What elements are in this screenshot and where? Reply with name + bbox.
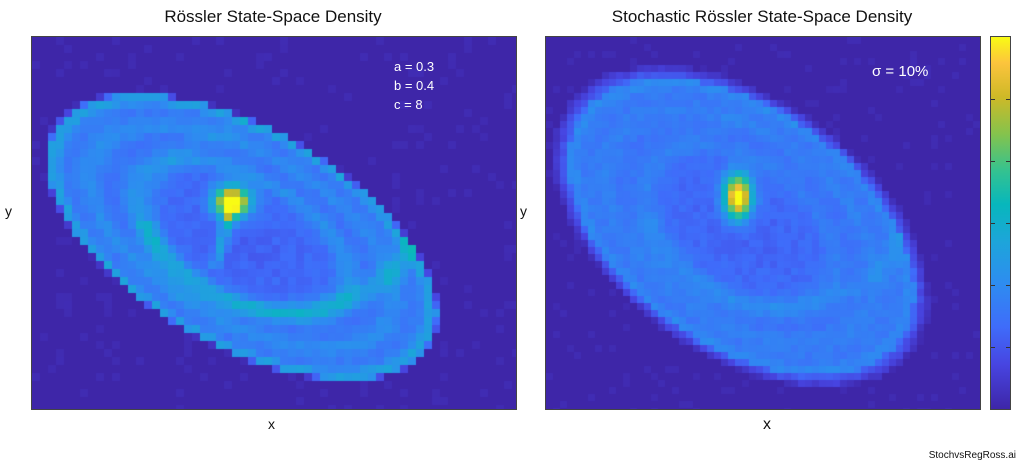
sigma-annotation: σ = 10% (872, 63, 929, 80)
right-x-axis-label: x (763, 416, 771, 433)
left-density-heatmap (32, 37, 516, 409)
colorbar-tick (1006, 99, 1010, 100)
file-credit: StochvsRegRoss.ai (928, 450, 1016, 461)
colorbar-tick (991, 285, 995, 286)
param-c: c = 8 (394, 97, 423, 112)
right-y-axis-label: y (520, 203, 527, 219)
left-x-axis-label: x (268, 416, 275, 432)
colorbar-tick (1006, 223, 1010, 224)
colorbar-tick (991, 347, 995, 348)
colorbar-tick (991, 161, 995, 162)
parameter-annotations: a = 0.3 b = 0.4 c = 8 (394, 57, 434, 114)
colorbar-tick (991, 99, 995, 100)
colorbar-tick (1006, 347, 1010, 348)
right-density-heatmap (546, 37, 980, 409)
right-chart-title: Stochastic Rössler State-Space Density (611, 7, 913, 26)
param-b: b = 0.4 (394, 78, 435, 93)
colorbar-tick (1006, 161, 1010, 162)
left-chart-title: Rössler State-Space Density (164, 7, 382, 26)
left-y-axis-label: y (5, 203, 12, 219)
right-density-plot: σ = 10% (545, 36, 981, 410)
colorbar-tick (991, 223, 995, 224)
param-a: a = 0.3 (394, 59, 435, 74)
left-density-plot: a = 0.3 b = 0.4 c = 8 (31, 36, 517, 410)
colorbar (990, 36, 1011, 410)
colorbar-tick (1006, 285, 1010, 286)
